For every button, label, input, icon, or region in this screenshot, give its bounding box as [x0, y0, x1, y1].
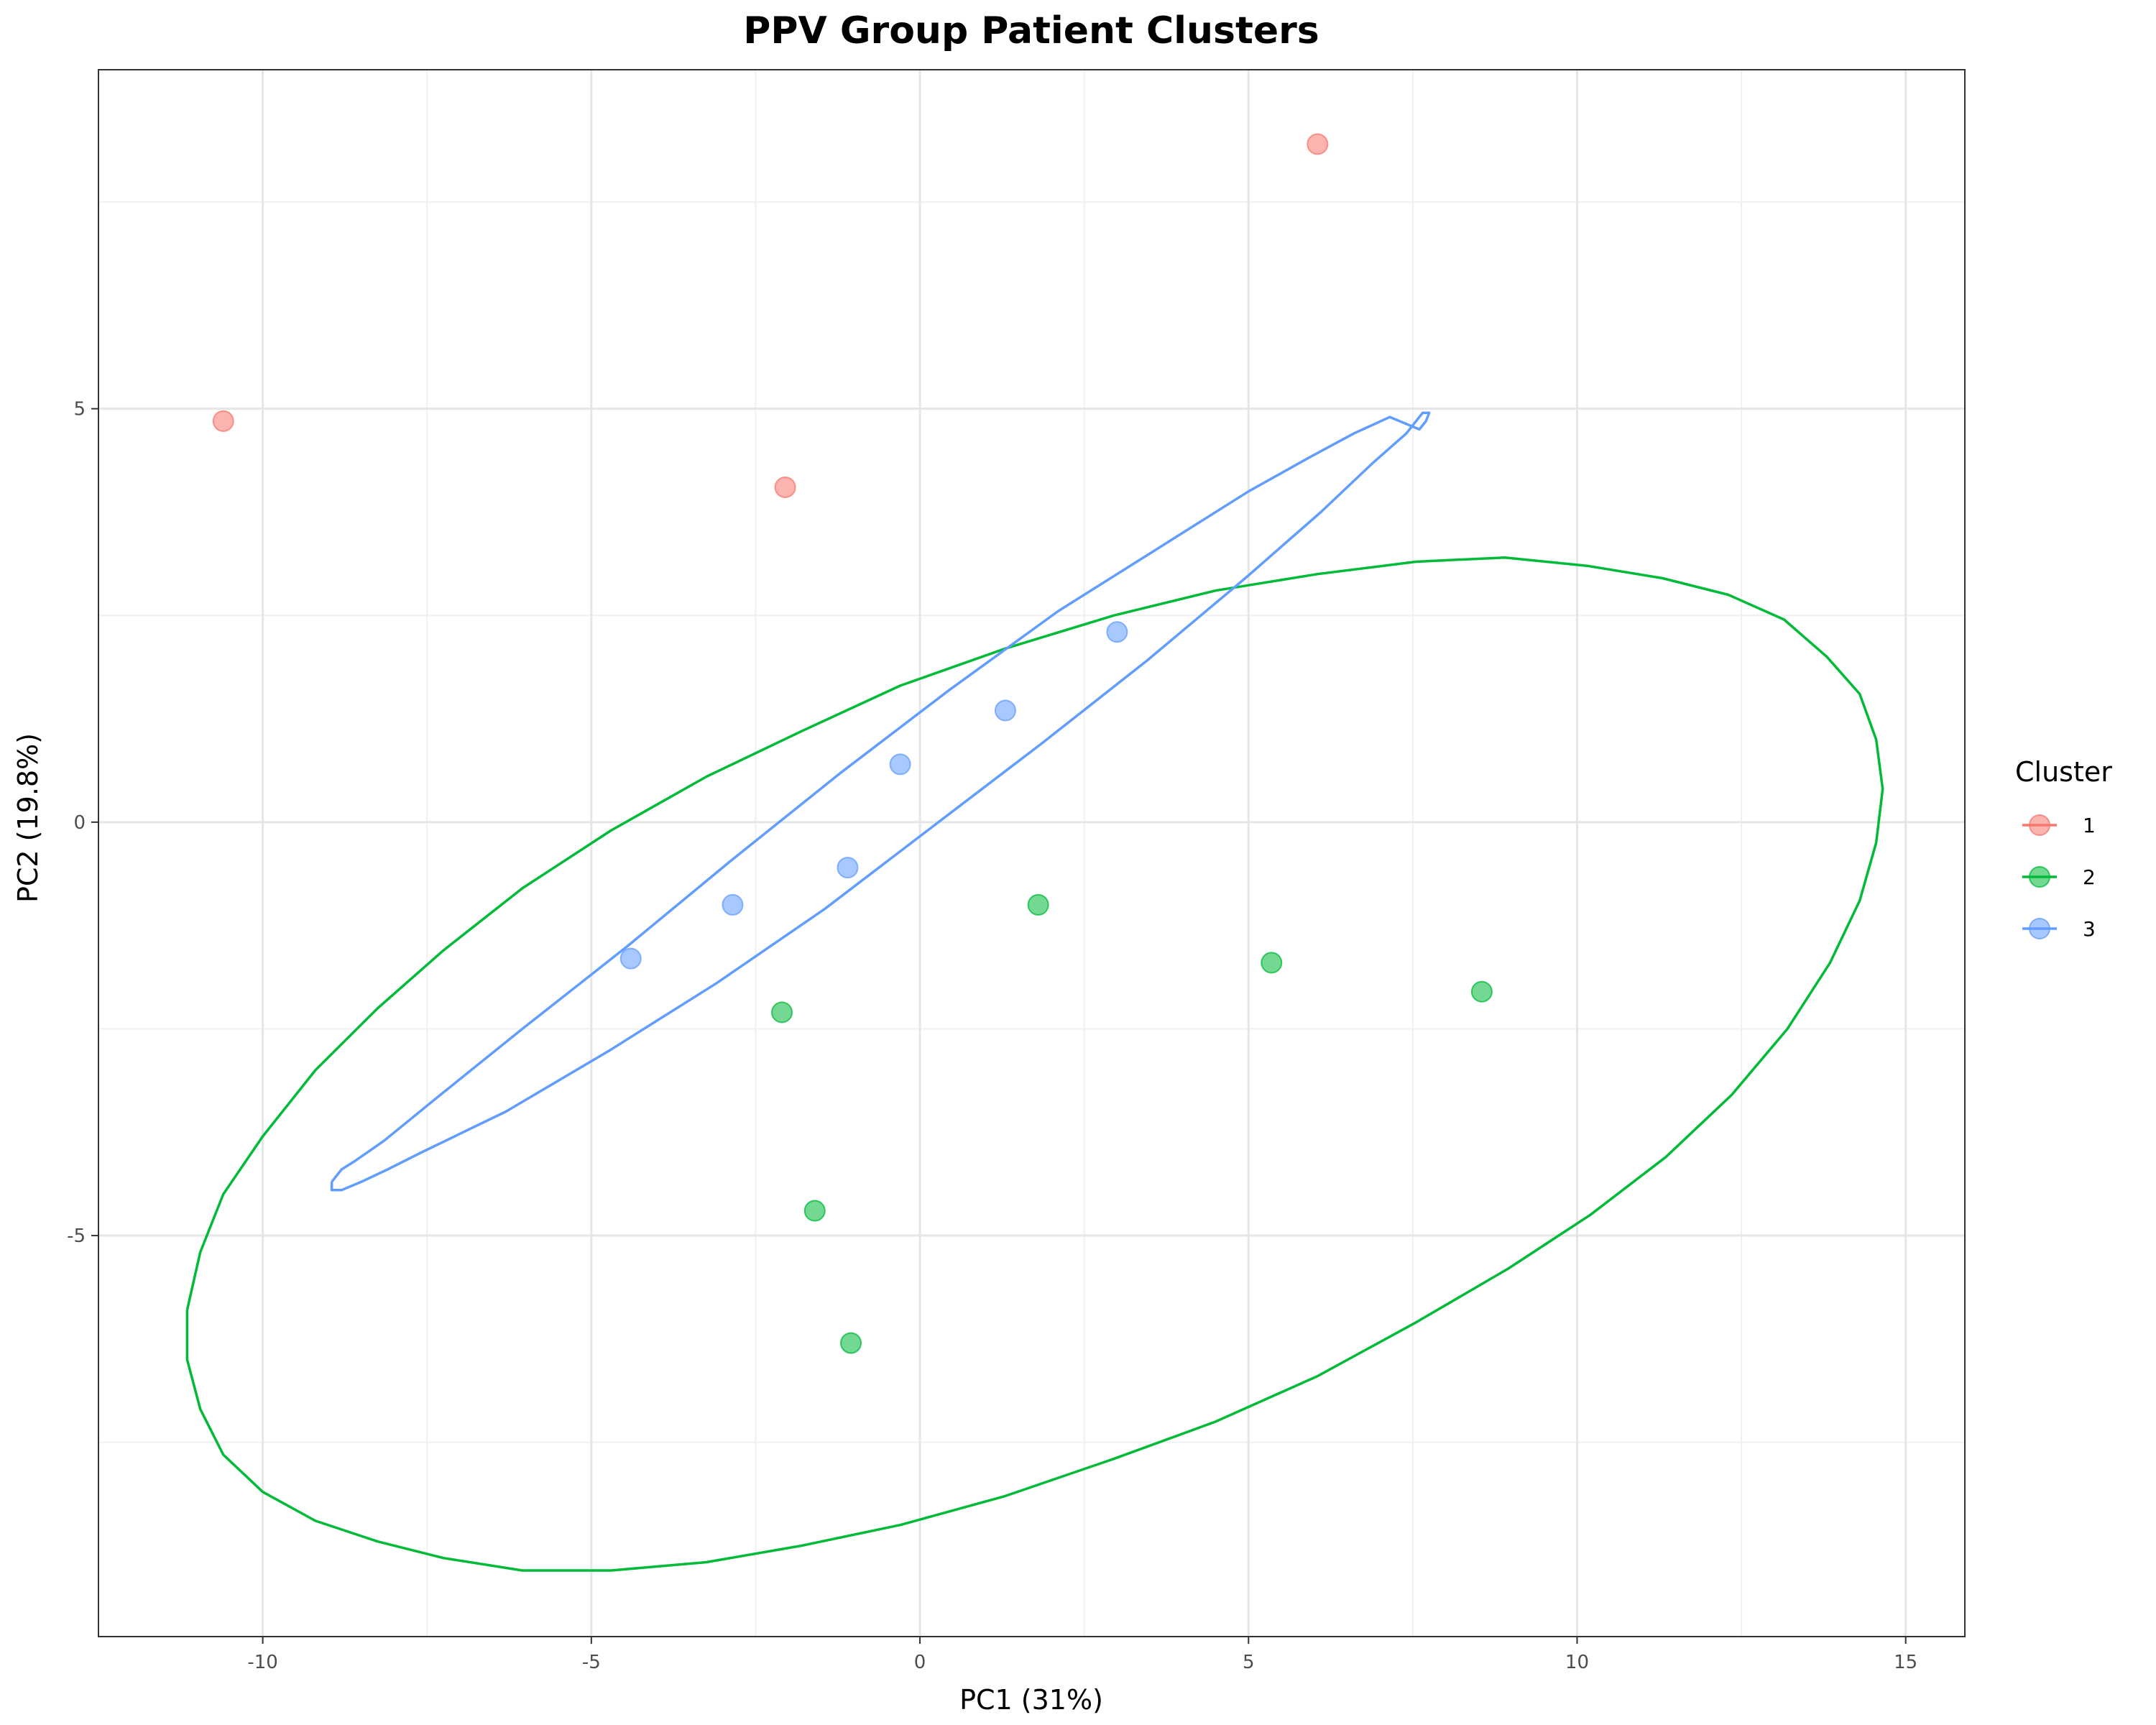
x-axis-title: PC1 (31%) [959, 1684, 1103, 1716]
y-tick-label: 0 [73, 812, 86, 834]
cluster-2-point [771, 1001, 793, 1024]
plot-border [98, 69, 1966, 1637]
minor-gridlines [98, 70, 1965, 1637]
legend-label-2: 2 [2083, 865, 2096, 889]
x-tick-label: -5 [582, 1652, 601, 1673]
cluster-3-point [837, 857, 859, 879]
legend-label-1: 1 [2083, 814, 2096, 837]
cluster-3-point [619, 947, 642, 970]
cluster-3-ellipse [330, 411, 1431, 1192]
legend-key-point-2 [2029, 866, 2050, 888]
legend-label-3: 3 [2083, 917, 2096, 941]
chart-title: PPV Group Patient Clusters [743, 9, 1319, 52]
y-axis-ticks: -5 0 5 [67, 399, 98, 1247]
cluster-2-point [1027, 893, 1049, 916]
x-tick-label: -10 [247, 1652, 277, 1673]
cluster-1-point [212, 410, 234, 432]
legend-items: 1 2 3 [2022, 814, 2096, 941]
major-gridlines [98, 70, 1965, 1637]
cluster-2-point [1261, 952, 1283, 974]
cluster-1-point [1307, 133, 1329, 155]
legend-key-point-1 [2029, 814, 2050, 836]
x-tick-label: 10 [1565, 1652, 1589, 1673]
plot-area [98, 69, 1966, 1637]
legend-title: Cluster [2015, 756, 2112, 788]
legend-key-point-3 [2029, 918, 2050, 939]
x-tick-label: 5 [1243, 1652, 1255, 1673]
cluster-3-point [889, 753, 911, 776]
y-tick-label: -5 [67, 1225, 86, 1247]
cluster-3-point [722, 893, 744, 916]
cluster-points [212, 133, 1493, 1354]
y-tick-label: 5 [73, 399, 86, 420]
cluster-3-point [994, 699, 1016, 722]
cluster-3-point [1106, 621, 1128, 643]
x-tick-label: 0 [914, 1652, 926, 1673]
cluster-ellipses [185, 411, 1884, 1572]
cluster-2-point [803, 1200, 826, 1222]
cluster-2-point [1470, 980, 1493, 1003]
x-axis-ticks: -10 -5 0 5 10 15 [247, 1637, 1917, 1673]
cluster-1-point [774, 476, 796, 498]
legend: Cluster 1 2 3 [2015, 756, 2112, 941]
plot-panel [98, 70, 1965, 1637]
y-axis-title: PC2 (19.8%) [12, 733, 44, 903]
cluster-2-point [840, 1332, 862, 1354]
x-tick-label: 15 [1894, 1652, 1917, 1673]
cluster-2-ellipse [185, 556, 1884, 1572]
